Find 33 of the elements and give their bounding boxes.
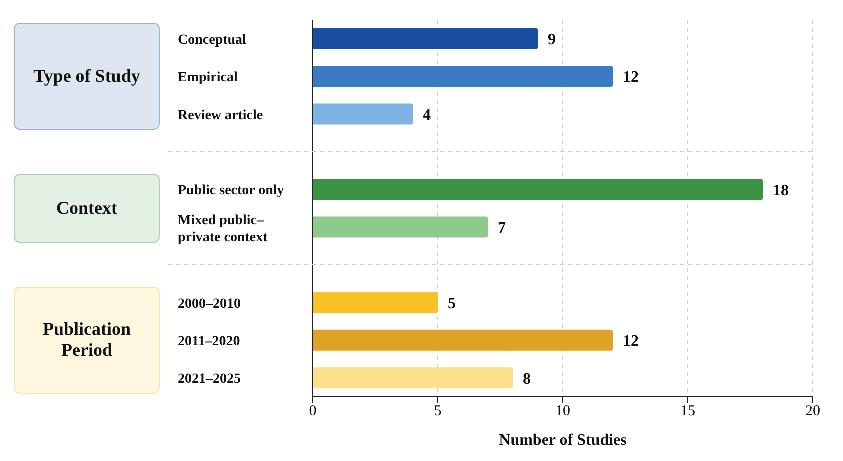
y-tick-label: Review article (178, 108, 264, 124)
bar (313, 66, 613, 87)
y-tick-label: Mixed public–private context (178, 213, 268, 246)
data-label: 18 (773, 182, 789, 200)
x-tick-label: 0 (309, 404, 317, 420)
x-tick-label: 20 (806, 404, 820, 420)
x-tick-label: 10 (556, 404, 570, 420)
group-box: Publication Period (14, 286, 160, 394)
group-box: Type of Study (14, 23, 160, 130)
data-label: 4 (423, 106, 431, 124)
bar (313, 28, 538, 50)
data-label: 5 (448, 295, 456, 312)
bar (313, 368, 513, 389)
data-label: 9 (548, 31, 556, 48)
y-tick-label: 2021–2025 (178, 372, 241, 388)
bar (313, 104, 413, 125)
y-tick-label: Conceptual (178, 32, 247, 48)
y-tick-label: Public sector only (178, 184, 284, 199)
bar (313, 292, 438, 314)
data-label: 8 (523, 370, 531, 388)
group-box: Context (14, 174, 160, 244)
x-tick-label: 15 (680, 404, 696, 420)
bar (313, 216, 488, 238)
bar (313, 179, 763, 200)
data-label: 7 (498, 220, 506, 237)
x-axis-title: Number of Studies (499, 432, 627, 449)
y-tick-label: 2011–2020 (178, 334, 240, 350)
data-label: 12 (623, 333, 639, 350)
y-tick-label: 2000–2010 (178, 296, 241, 312)
data-label: 12 (623, 69, 639, 86)
bar (313, 330, 613, 351)
y-tick-label: Empirical (178, 70, 238, 86)
x-tick-label: 5 (434, 404, 442, 420)
